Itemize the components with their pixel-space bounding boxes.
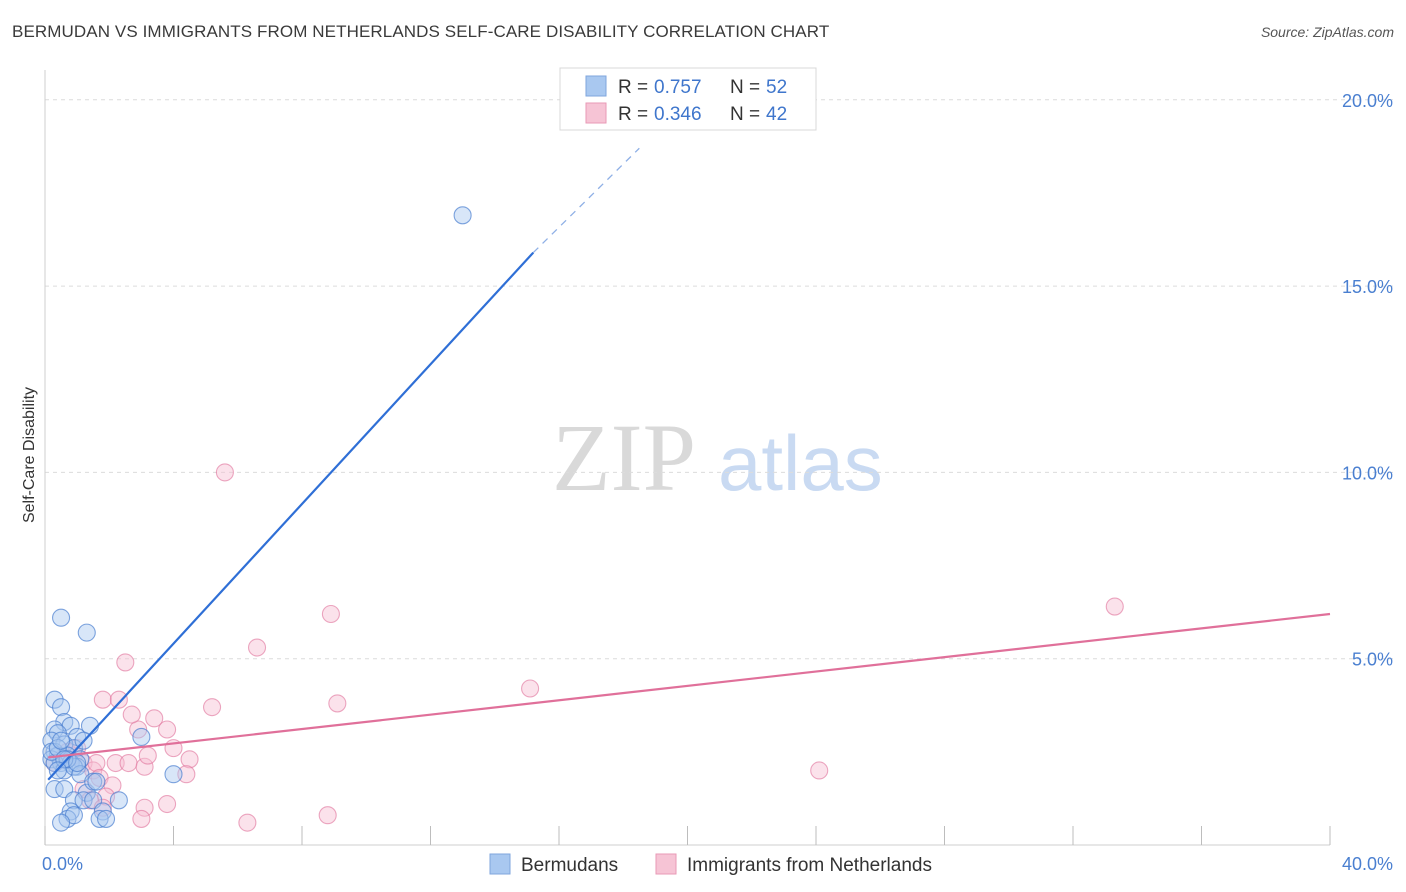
axes — [44, 70, 1331, 846]
y-tick-label: 15.0% — [1342, 277, 1393, 297]
scatter-point-immigrants — [521, 679, 540, 698]
scatter-point-bermudans — [87, 772, 106, 791]
trend-lines — [47, 147, 1331, 781]
scatter-point-immigrants — [328, 694, 347, 713]
scatter-point-immigrants — [132, 809, 151, 828]
x-tick-labels: 0.0% 40.0% — [42, 854, 1393, 874]
x-tick-label-min: 0.0% — [42, 854, 83, 874]
scatter-point-immigrants — [119, 753, 138, 773]
source-label: Source: ZipAtlas.com — [1260, 24, 1394, 40]
legend-n-value-immigrants: 42 — [766, 104, 787, 125]
scatter-point-immigrants — [321, 604, 340, 624]
watermark: ZIP atlas — [552, 404, 883, 511]
y-tick-label: 10.0% — [1342, 463, 1393, 483]
legend-r-value-bermudans: 0.757 — [654, 77, 702, 98]
bottom-legend-label-immigrants: Immigrants from Netherlands — [687, 855, 932, 876]
scatter-point-immigrants — [138, 746, 157, 765]
scatter-point-immigrants — [122, 705, 141, 724]
scatter-point-immigrants — [109, 690, 128, 709]
scatter-point-bermudans — [45, 690, 64, 709]
grid-lines — [45, 99, 1395, 660]
scatter-point-immigrants — [238, 813, 257, 832]
chart-title: BERMUDAN VS IMMIGRANTS FROM NETHERLANDS … — [12, 22, 830, 41]
scatter-point-immigrants — [318, 806, 337, 825]
series-bermudans-points — [42, 206, 472, 832]
legend-r-label-bermudans: R = — [618, 77, 648, 98]
scatter-point-bermudans — [74, 791, 93, 810]
watermark-atlas: atlas — [718, 419, 883, 507]
x-tick-label-max: 40.0% — [1342, 854, 1393, 874]
scatter-point-immigrants — [135, 757, 154, 776]
scatter-point-immigrants — [106, 753, 125, 773]
trend-line-immigrants — [48, 612, 1331, 759]
scatter-point-immigrants — [810, 761, 829, 780]
y-axis-title: Self-Care Disability — [21, 387, 38, 523]
stats-legend: R = 0.757 N = 52 R = 0.346 N = 42 — [559, 67, 817, 131]
scatter-point-immigrants — [1105, 597, 1124, 616]
scatter-point-immigrants — [203, 698, 222, 717]
scatter-point-bermudans — [52, 608, 71, 627]
scatter-point-bermudans — [68, 753, 87, 773]
watermark-zip: ZIP — [552, 404, 696, 511]
scatter-point-bermudans — [164, 765, 183, 784]
y-tick-label: 20.0% — [1342, 91, 1393, 111]
scatter-point-bermudans — [45, 780, 64, 799]
scatter-point-immigrants — [177, 765, 196, 784]
scatter-point-bermudans — [96, 809, 116, 828]
trend-line-bermudans — [47, 251, 535, 781]
bottom-legend-swatch-immigrants — [655, 853, 677, 875]
bottom-legend-label-bermudans: Bermudans — [521, 855, 618, 876]
scatter-point-immigrants — [215, 463, 234, 482]
scatter-point-bermudans — [453, 206, 472, 225]
scatter-point-bermudans — [52, 813, 71, 832]
y-tick-label: 5.0% — [1352, 650, 1393, 670]
scatter-point-bermudans — [132, 727, 151, 746]
scatter-point-immigrants — [158, 720, 177, 739]
legend-r-label-immigrants: R = — [618, 104, 648, 125]
scatter-point-bermudans — [52, 698, 71, 717]
series-immigrants-points — [45, 463, 1124, 832]
scatter-point-bermudans — [64, 791, 83, 810]
legend-n-value-bermudans: 52 — [766, 77, 787, 98]
legend-swatch-bermudans — [585, 75, 607, 97]
scatter-point-immigrants — [180, 750, 199, 769]
scatter-point-immigrants — [158, 794, 177, 814]
legend-n-label-bermudans: N = — [730, 77, 760, 98]
scatter-point-immigrants — [93, 690, 112, 709]
y-tick-labels: 5.0% 10.0% 15.0% 20.0% — [1342, 91, 1393, 670]
scatter-point-bermudans — [77, 623, 96, 642]
scatter-point-immigrants — [135, 798, 154, 817]
scatter-point-bermudans — [90, 809, 109, 828]
scatter-point-immigrants — [145, 709, 164, 728]
scatter-point-bermudans — [52, 731, 71, 750]
scatter-point-immigrants — [87, 753, 106, 773]
scatter-point-bermudans — [109, 791, 128, 810]
legend-r-value-immigrants: 0.346 — [654, 104, 702, 125]
legend-swatch-immigrants — [585, 102, 607, 124]
scatter-point-immigrants — [116, 653, 135, 672]
series-legend: Bermudans Immigrants from Netherlands — [489, 853, 932, 876]
scatter-point-immigrants — [247, 638, 267, 657]
legend-n-label-immigrants: N = — [730, 104, 760, 125]
bottom-legend-swatch-bermudans — [489, 853, 511, 875]
trend-line-bermudans-extension — [532, 147, 640, 254]
